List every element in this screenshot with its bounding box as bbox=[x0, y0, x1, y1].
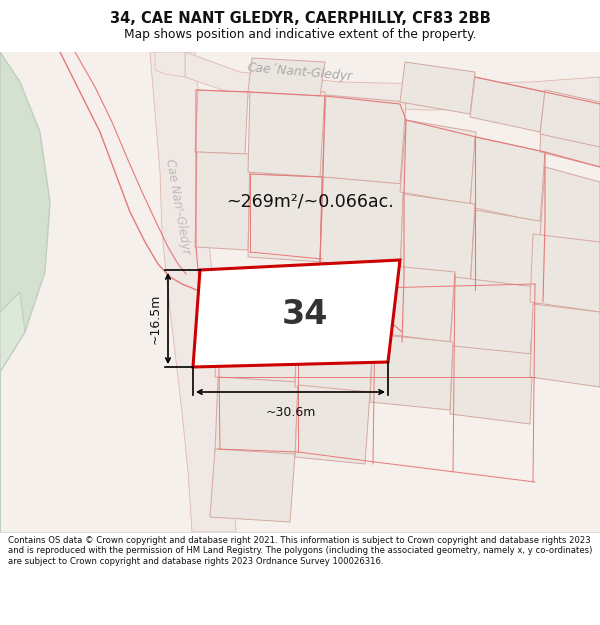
Polygon shape bbox=[215, 377, 298, 456]
Polygon shape bbox=[540, 90, 600, 147]
Polygon shape bbox=[295, 385, 370, 464]
Polygon shape bbox=[400, 62, 475, 114]
Polygon shape bbox=[370, 264, 455, 342]
Text: 34, CAE NANT GLEDYR, CAERPHILLY, CF83 2BB: 34, CAE NANT GLEDYR, CAERPHILLY, CF83 2B… bbox=[110, 11, 490, 26]
Polygon shape bbox=[540, 167, 600, 252]
Polygon shape bbox=[195, 152, 250, 250]
Text: 34: 34 bbox=[282, 298, 328, 331]
Polygon shape bbox=[450, 277, 535, 357]
Text: Map shows position and indicative extent of the property.: Map shows position and indicative extent… bbox=[124, 28, 476, 41]
Polygon shape bbox=[470, 210, 545, 304]
Polygon shape bbox=[400, 194, 475, 287]
Polygon shape bbox=[470, 137, 545, 222]
Polygon shape bbox=[320, 177, 404, 269]
Text: ~30.6m: ~30.6m bbox=[265, 406, 316, 419]
Polygon shape bbox=[540, 97, 600, 167]
Polygon shape bbox=[193, 260, 400, 367]
Polygon shape bbox=[295, 307, 374, 394]
Polygon shape bbox=[530, 304, 600, 387]
Polygon shape bbox=[400, 120, 476, 204]
Text: Contains OS data © Crown copyright and database right 2021. This information is : Contains OS data © Crown copyright and d… bbox=[8, 536, 592, 566]
Polygon shape bbox=[450, 346, 533, 424]
Polygon shape bbox=[210, 449, 295, 522]
Polygon shape bbox=[0, 292, 25, 532]
Polygon shape bbox=[322, 95, 406, 184]
Polygon shape bbox=[150, 52, 236, 532]
Text: Cae´Nant-Gledyr: Cae´Nant-Gledyr bbox=[247, 61, 353, 83]
Polygon shape bbox=[0, 52, 50, 372]
Polygon shape bbox=[248, 174, 323, 262]
Polygon shape bbox=[530, 234, 600, 312]
Polygon shape bbox=[470, 77, 545, 132]
Polygon shape bbox=[195, 90, 248, 154]
Text: Cae Nanᵗ-Gledyr: Cae Nanᵗ-Gledyr bbox=[163, 158, 193, 256]
Polygon shape bbox=[248, 89, 325, 177]
Text: ~16.5m: ~16.5m bbox=[149, 293, 162, 344]
Polygon shape bbox=[215, 292, 298, 382]
Polygon shape bbox=[370, 334, 453, 410]
Polygon shape bbox=[248, 58, 325, 96]
Polygon shape bbox=[155, 52, 185, 77]
Polygon shape bbox=[185, 52, 600, 110]
Text: ~269m²/~0.066ac.: ~269m²/~0.066ac. bbox=[226, 193, 394, 211]
